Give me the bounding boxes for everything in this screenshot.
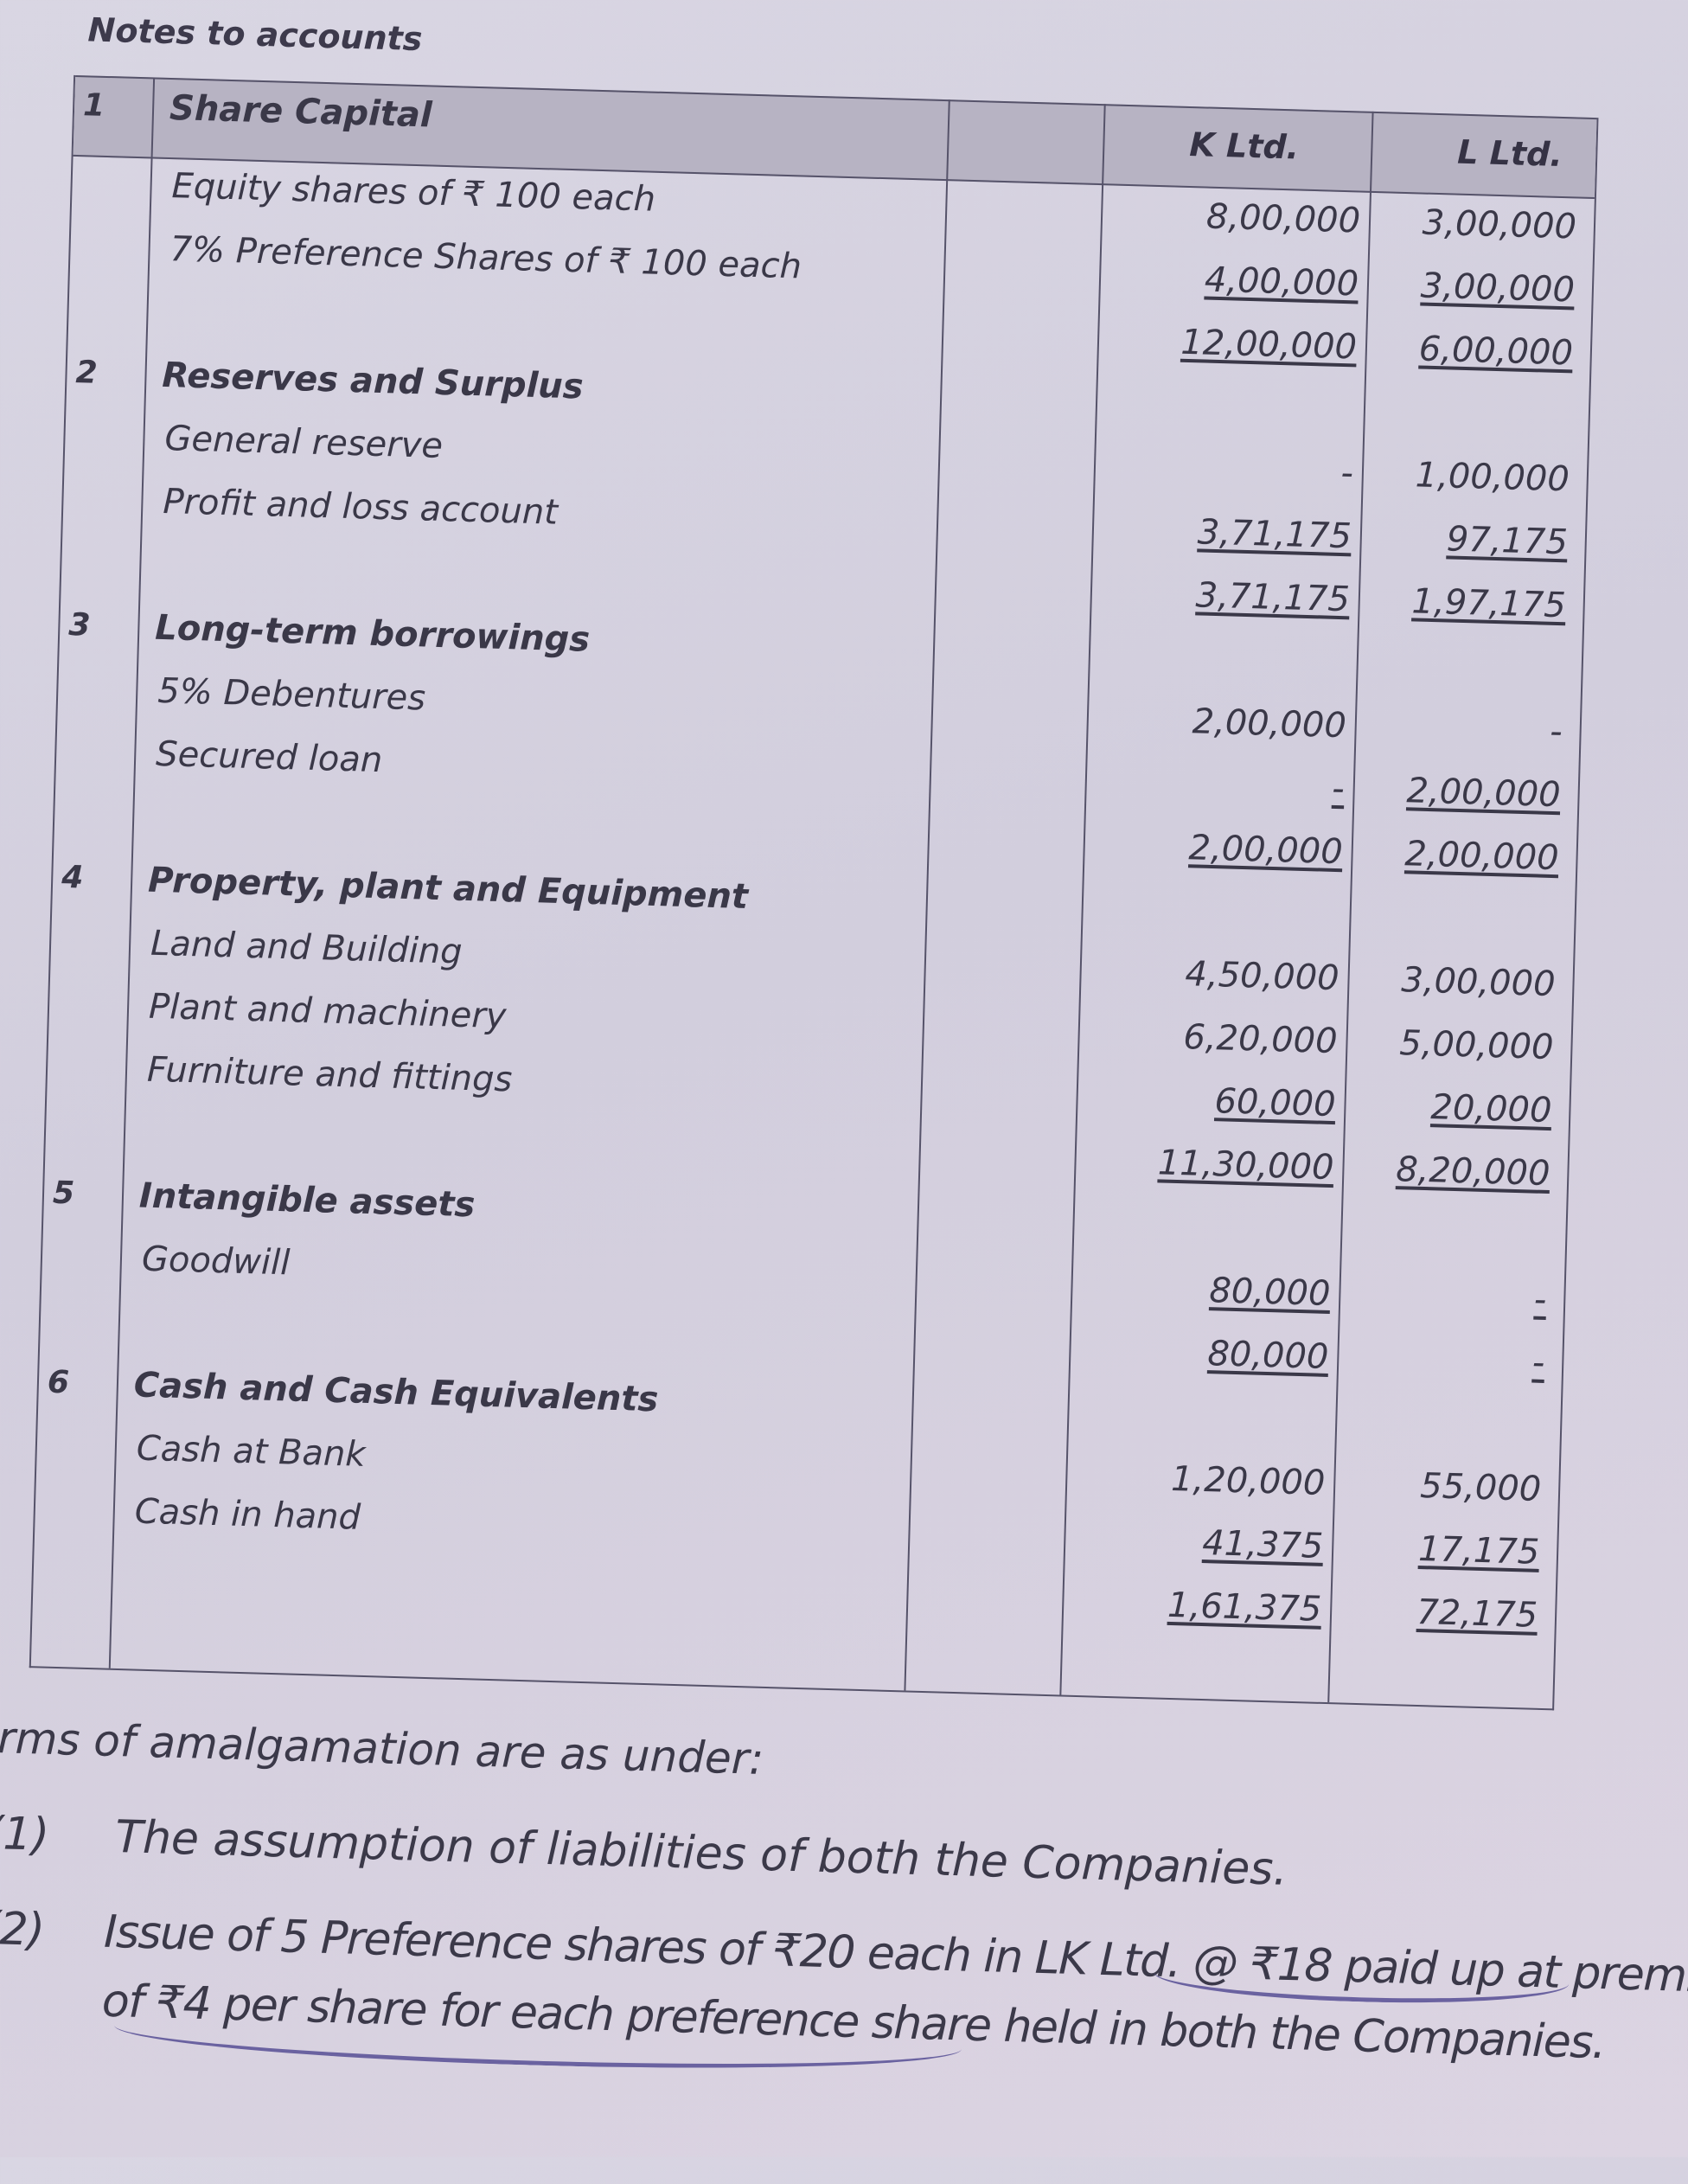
l-ltd-value: - xyxy=(1549,711,1563,753)
l-ltd-value: 3,00,000 xyxy=(1400,960,1557,1005)
row-label: General reserve xyxy=(163,419,444,466)
l-ltd-value: 2,00,000 xyxy=(1405,771,1562,816)
k-ltd-value: 60,000 xyxy=(1213,1081,1337,1125)
note-number: 5 xyxy=(52,1175,75,1212)
note-number: 6 xyxy=(47,1364,70,1401)
k-ltd-value: 4,00,000 xyxy=(1204,259,1359,304)
l-ltd-total: 1,97,175 xyxy=(1411,581,1567,626)
l-ltd-total: 2,00,000 xyxy=(1403,834,1560,879)
l-ltd-value: 55,000 xyxy=(1419,1466,1542,1509)
k-ltd-total: 2,00,000 xyxy=(1187,828,1344,873)
note-heading: Reserves and Surplus xyxy=(161,355,585,407)
k-ltd-value: 6,20,000 xyxy=(1182,1017,1339,1062)
k-ltd-value: - xyxy=(1340,452,1354,494)
k-ltd-value: 41,375 xyxy=(1201,1523,1324,1566)
l-ltd-value: 1,00,000 xyxy=(1415,455,1570,500)
l-ltd-value: 3,00,000 xyxy=(1420,266,1576,311)
l-ltd-value: 5,00,000 xyxy=(1398,1023,1555,1068)
row-label: Profit and loss account xyxy=(162,481,559,533)
l-ltd-total: - xyxy=(1531,1342,1545,1383)
row-label: Plant and machinery xyxy=(148,986,508,1037)
row-label: 7% Preference Shares of ₹ 100 each xyxy=(169,229,802,287)
k-ltd-value: - xyxy=(1331,768,1346,810)
k-ltd-value: 80,000 xyxy=(1208,1271,1332,1315)
row-label: Cash at Bank xyxy=(136,1428,367,1475)
note-heading: Long-term borrowings xyxy=(154,607,591,660)
note-heading: Property, plant and Equipment xyxy=(147,860,749,918)
l-ltd-total: 72,175 xyxy=(1416,1592,1538,1636)
notes-title: Notes to accounts xyxy=(87,10,424,59)
condition-number: (2) xyxy=(0,1902,45,1957)
note-heading: Cash and Cash Equivalents xyxy=(133,1365,659,1420)
l-ltd-value: 17,175 xyxy=(1417,1528,1540,1572)
row-label: 5% Debentures xyxy=(157,670,426,719)
note-number: 1 xyxy=(82,87,106,124)
l-ltd-value: 20,000 xyxy=(1429,1087,1553,1131)
terms-heading: erms of amalgamation are as under: xyxy=(0,1712,764,1784)
condition-number: (1) xyxy=(0,1807,50,1861)
row-label: Cash in hand xyxy=(134,1491,361,1538)
l-ltd-value: 3,00,000 xyxy=(1422,202,1577,247)
l-ltd-value: 97,175 xyxy=(1446,519,1569,563)
l-ltd-total: 6,00,000 xyxy=(1418,329,1574,374)
k-ltd-value: 3,71,175 xyxy=(1197,512,1352,557)
l-ltd-total: 8,20,000 xyxy=(1395,1150,1551,1194)
notes-table: K Ltd. L Ltd. 1 Share Capital Equity share… xyxy=(29,74,1599,1711)
table-body: 1 Share Capital Equity shares of ₹ 100 eac… xyxy=(33,87,1595,1647)
l-ltd-value: - xyxy=(1533,1279,1547,1320)
note-heading: Share Capital xyxy=(169,88,433,136)
k-ltd-total: 80,000 xyxy=(1206,1334,1330,1377)
note-heading: Intangible assets xyxy=(138,1175,476,1226)
k-ltd-total: 3,71,175 xyxy=(1195,575,1351,620)
note-number: 2 xyxy=(75,355,99,391)
note-number: 4 xyxy=(61,859,84,896)
condition-text: The assumption of liabilities of both th… xyxy=(114,1811,1288,1896)
k-ltd-value: 1,20,000 xyxy=(1170,1458,1326,1503)
row-label: Land and Building xyxy=(150,923,464,972)
k-ltd-value: 2,00,000 xyxy=(1192,701,1347,746)
note-number: 3 xyxy=(67,606,92,644)
row-label: Goodwill xyxy=(141,1239,291,1284)
row-label: Equity shares of ₹ 100 each xyxy=(170,166,656,220)
k-ltd-total: 11,30,000 xyxy=(1157,1143,1335,1188)
k-ltd-total: 1,61,375 xyxy=(1167,1585,1322,1630)
row-label: Furniture and fittings xyxy=(146,1049,513,1100)
k-ltd-value: 4,50,000 xyxy=(1184,954,1340,999)
row-label: Secured loan xyxy=(155,733,383,781)
k-ltd-value: 8,00,000 xyxy=(1205,196,1361,241)
k-ltd-total: 12,00,000 xyxy=(1180,322,1358,368)
